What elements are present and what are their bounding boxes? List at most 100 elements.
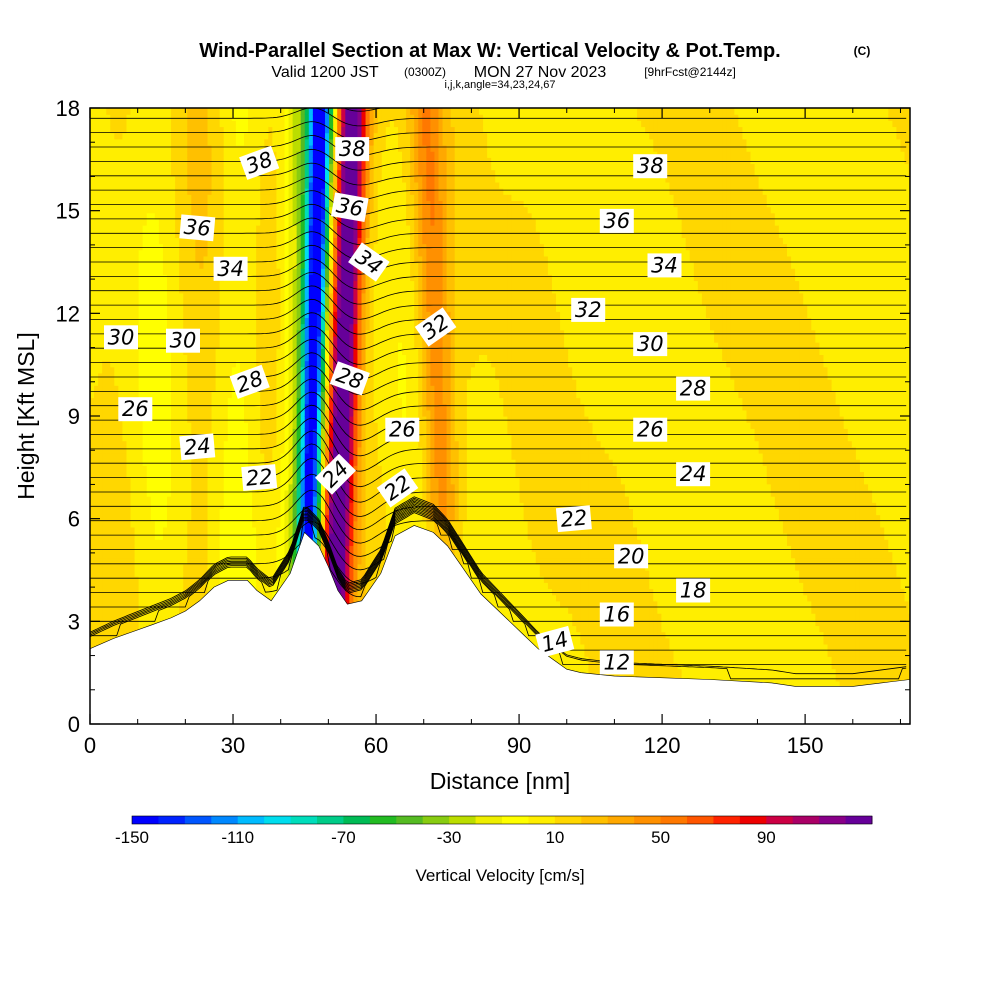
velocity-cell xyxy=(183,207,188,214)
velocity-cell xyxy=(179,200,184,207)
velocity-cell xyxy=(187,182,192,189)
velocity-cell xyxy=(126,114,131,121)
velocity-cell xyxy=(151,367,156,374)
velocity-cell xyxy=(191,404,196,411)
velocity-cell xyxy=(167,441,172,448)
velocity-cell xyxy=(147,527,152,534)
velocity-cell xyxy=(110,416,115,423)
velocity-cell xyxy=(175,422,180,429)
velocity-cell xyxy=(139,188,144,195)
velocity-cell xyxy=(122,441,127,448)
velocity-cell xyxy=(143,496,148,503)
velocity-cell xyxy=(187,188,192,195)
velocity-cell xyxy=(114,576,119,583)
velocity-cell xyxy=(139,207,144,214)
velocity-cell xyxy=(163,588,168,595)
velocity-cell xyxy=(110,361,115,368)
velocity-cell xyxy=(151,188,156,195)
velocity-cell xyxy=(147,484,152,491)
velocity-cell xyxy=(126,545,131,552)
velocity-cell xyxy=(122,379,127,386)
velocity-cell xyxy=(135,367,140,374)
velocity-cell xyxy=(147,250,152,257)
velocity-cell xyxy=(179,527,184,534)
velocity-cell xyxy=(151,552,156,559)
velocity-cell xyxy=(98,157,103,164)
velocity-cell xyxy=(122,280,127,287)
velocity-cell xyxy=(98,595,103,602)
velocity-cell xyxy=(195,145,200,152)
velocity-cell xyxy=(102,311,107,318)
velocity-cell xyxy=(155,545,160,552)
velocity-cell xyxy=(114,188,119,195)
velocity-cell xyxy=(175,231,180,238)
velocity-cell xyxy=(102,601,107,608)
velocity-cell xyxy=(94,588,99,595)
velocity-cell xyxy=(94,564,99,571)
velocity-cell xyxy=(98,237,103,244)
velocity-cell xyxy=(155,305,160,312)
velocity-cell xyxy=(171,496,176,503)
velocity-cell xyxy=(102,416,107,423)
velocity-cell xyxy=(175,262,180,269)
velocity-cell xyxy=(171,237,176,244)
velocity-cell xyxy=(98,361,103,368)
velocity-cell xyxy=(183,391,188,398)
velocity-cell xyxy=(183,145,188,152)
velocity-cell xyxy=(191,521,196,528)
velocity-cell xyxy=(179,256,184,263)
velocity-cell xyxy=(135,354,140,361)
velocity-cell xyxy=(159,213,164,220)
velocity-cell xyxy=(102,398,107,405)
velocity-cell xyxy=(183,521,188,528)
velocity-cell xyxy=(106,521,111,528)
velocity-cell xyxy=(171,213,176,220)
velocity-cell xyxy=(171,588,176,595)
velocity-cell xyxy=(122,145,127,152)
velocity-cell xyxy=(151,441,156,448)
velocity-cell xyxy=(199,293,204,300)
velocity-cell xyxy=(171,268,176,275)
velocity-cell xyxy=(195,133,200,140)
velocity-cell xyxy=(98,391,103,398)
velocity-cell xyxy=(167,416,172,423)
velocity-cell xyxy=(126,607,131,614)
velocity-cell xyxy=(175,280,180,287)
velocity-cell xyxy=(143,182,148,189)
velocity-cell xyxy=(199,545,204,552)
velocity-cell xyxy=(98,250,103,257)
velocity-cell xyxy=(102,447,107,454)
velocity-cell xyxy=(163,114,168,121)
velocity-cell xyxy=(195,465,200,472)
velocity-cell xyxy=(147,361,152,368)
velocity-cell xyxy=(135,502,140,509)
velocity-cell xyxy=(131,182,136,189)
velocity-cell xyxy=(106,459,111,466)
velocity-cell xyxy=(183,582,188,589)
velocity-cell xyxy=(122,361,127,368)
velocity-cell xyxy=(126,373,131,380)
velocity-cell xyxy=(131,225,136,232)
velocity-cell xyxy=(163,268,168,275)
velocity-cell xyxy=(167,410,172,417)
velocity-cell xyxy=(135,231,140,238)
velocity-cell xyxy=(106,379,111,386)
velocity-cell xyxy=(163,361,168,368)
velocity-cell xyxy=(135,170,140,177)
velocity-cell xyxy=(167,582,172,589)
velocity-cell xyxy=(122,570,127,577)
velocity-cell xyxy=(191,151,196,158)
velocity-cell xyxy=(98,225,103,232)
velocity-cell xyxy=(191,459,196,466)
velocity-cell xyxy=(187,539,192,546)
velocity-cell xyxy=(102,502,107,509)
velocity-cell xyxy=(159,478,164,485)
velocity-cell xyxy=(106,139,111,146)
velocity-cell xyxy=(183,373,188,380)
velocity-cell xyxy=(147,188,152,195)
velocity-cell xyxy=(187,354,192,361)
velocity-cell xyxy=(175,441,180,448)
velocity-cell xyxy=(114,354,119,361)
velocity-cell xyxy=(126,361,131,368)
velocity-cell xyxy=(126,564,131,571)
